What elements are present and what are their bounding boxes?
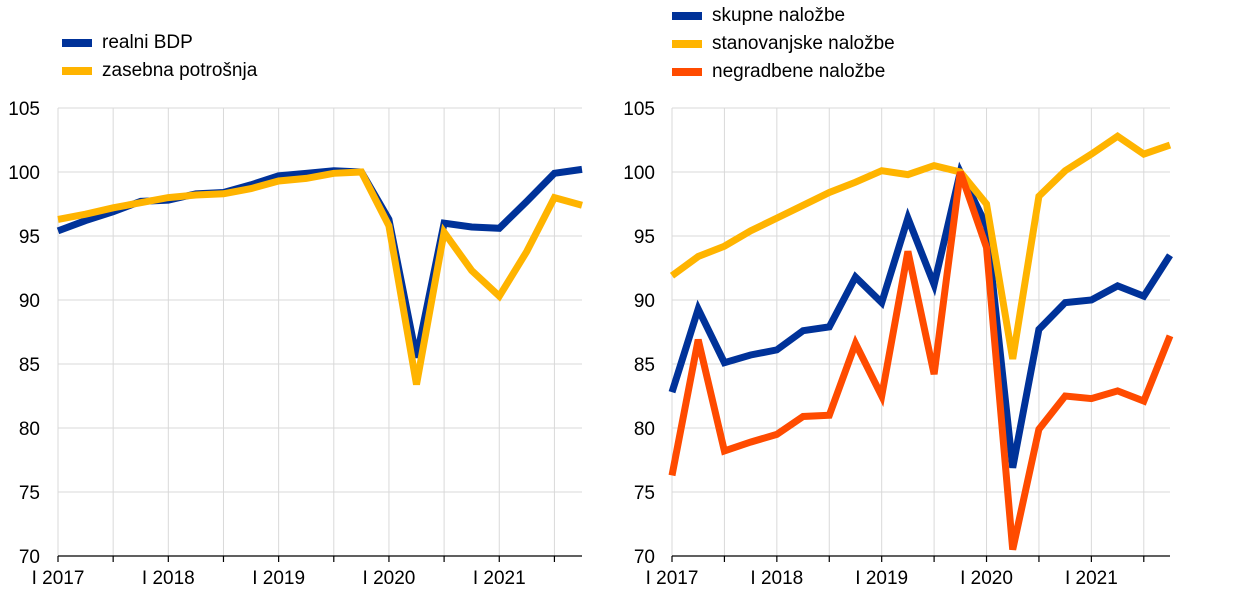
left-x-tick-label: I 2019 bbox=[252, 568, 305, 589]
left-x-tick-label: I 2018 bbox=[142, 568, 195, 589]
right-legend-swatch bbox=[672, 68, 702, 76]
right-legend-swatch bbox=[672, 12, 702, 20]
right-legend-label: skupne naložbe bbox=[712, 5, 846, 26]
left-legend-swatch bbox=[62, 39, 92, 47]
right-chart-plot: 70 75 80 85 90 95 100 105 I 2017 I 2018 I 2019 I 20… bbox=[623, 99, 1174, 589]
left-legend-item: zasebna potrošnja bbox=[62, 58, 257, 84]
right-y-tick-label: 75 bbox=[634, 483, 655, 504]
right-series-line-1 bbox=[668, 161, 1173, 469]
right-series-line-2 bbox=[669, 131, 1172, 360]
right-x-tick-label: I 2021 bbox=[1065, 568, 1118, 589]
right-series-line-3 bbox=[668, 170, 1174, 551]
right-x-tick-label: I 2017 bbox=[646, 568, 699, 589]
right-x-tick-label: I 2019 bbox=[855, 568, 908, 589]
left-y-tick-label: 80 bbox=[19, 419, 40, 440]
left-chart-plot: 70 75 80 85 90 95 100 105 I 2017 I 2018 I 2019 I 20… bbox=[8, 99, 583, 589]
left-legend-label: zasebna potrošnja bbox=[102, 60, 258, 81]
right-legend-swatch bbox=[672, 40, 702, 48]
left-y-tick-label: 85 bbox=[19, 355, 40, 376]
left-legend-label: realni BDP bbox=[102, 32, 193, 53]
left-series-line-2 bbox=[57, 168, 583, 386]
right-y-tick-label: 95 bbox=[634, 227, 655, 248]
right-legend-label: stanovanjske naložbe bbox=[712, 33, 895, 54]
right-y-tick-label: 85 bbox=[634, 355, 655, 376]
left-y-tick-label: 105 bbox=[8, 99, 40, 120]
right-x-tick-label: I 2018 bbox=[750, 568, 803, 589]
left-x-tick-label: I 2020 bbox=[363, 568, 416, 589]
left-y-tick-label: 95 bbox=[19, 227, 40, 248]
right-y-tick-label: 70 bbox=[634, 547, 655, 568]
left-y-tick-label: 70 bbox=[19, 547, 40, 568]
left-y-tick-label: 100 bbox=[8, 163, 40, 184]
right-y-tick-label: 90 bbox=[634, 291, 655, 312]
left-x-tick-label: I 2021 bbox=[473, 568, 526, 589]
right-legend-label: negradbene naložbe bbox=[712, 61, 886, 82]
left-y-tick-label: 75 bbox=[19, 483, 40, 504]
right-legend-item: stanovanjske naložbe bbox=[672, 31, 895, 57]
right-legend-item: negradbene naložbe bbox=[672, 59, 885, 85]
left-series-line-1 bbox=[56, 165, 583, 359]
right-x-tick-label: I 2020 bbox=[960, 568, 1013, 589]
left-legend-swatch bbox=[62, 67, 92, 75]
left-legend-item: realni BDP bbox=[62, 30, 193, 56]
left-y-tick-label: 90 bbox=[19, 291, 40, 312]
right-y-tick-label: 100 bbox=[623, 163, 655, 184]
right-y-tick-label: 105 bbox=[623, 99, 655, 120]
left-x-tick-label: I 2017 bbox=[32, 568, 85, 589]
right-y-tick-label: 80 bbox=[634, 419, 655, 440]
right-legend-item: skupne naložbe bbox=[672, 3, 845, 29]
